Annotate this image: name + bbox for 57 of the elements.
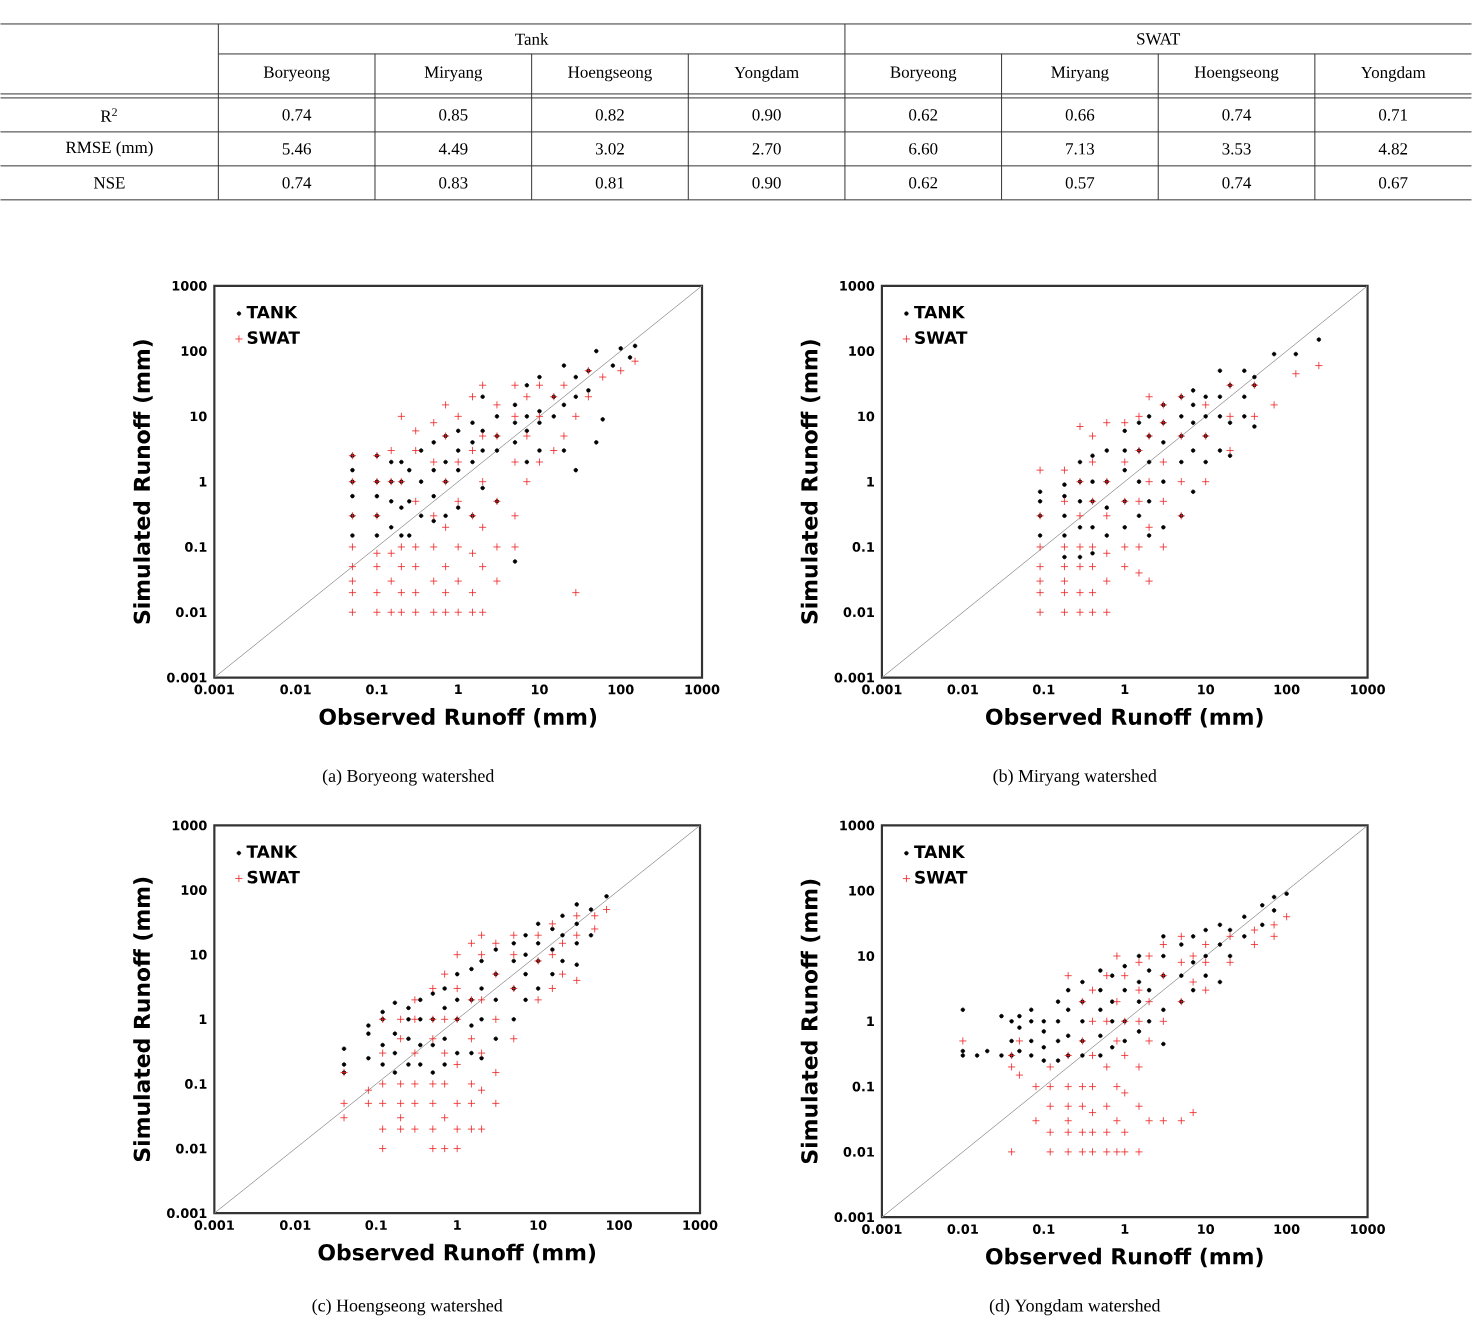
text: SWAT <box>1137 33 1181 46</box>
text: (a) Boryeong watershed <box>322 769 495 787</box>
category-label: Yongdam <box>1360 66 1426 83</box>
y-axis-title: Simulated Runoff (mm) <box>133 340 153 624</box>
y-axis-title: Simulated Runoff (mm) <box>800 880 821 1164</box>
x-axis-title: Observed Runoff (mm) <box>319 708 597 728</box>
category-label: Hoengseong <box>568 67 652 82</box>
legend-label: SWAT <box>915 871 968 885</box>
text: 3.53 <box>1222 143 1251 156</box>
legend-label: TANK <box>246 306 298 319</box>
legend-label: TANK <box>246 845 298 859</box>
text: 0.74 <box>1222 177 1252 190</box>
text: (d) Yongdam watershed <box>989 1299 1161 1316</box>
text: 0.82 <box>595 109 624 122</box>
category-label: Boryeong <box>890 67 957 82</box>
legend-label: TANK <box>914 845 966 859</box>
x-axis-title: Observed Runoff (mm) <box>318 1244 596 1264</box>
x-axis-title: Observed Runoff (mm) <box>986 708 1263 728</box>
y-axis-title: Simulated Runoff (mm) <box>133 878 153 1162</box>
category-label: Miryang <box>424 66 483 82</box>
category-label: Hoengseong <box>1194 67 1279 82</box>
text: Tank <box>515 33 549 46</box>
text: 4.82 <box>1378 143 1408 156</box>
text: 0.81 <box>595 177 624 190</box>
category-label: R$^{2}$ <box>100 108 117 123</box>
text: 0.74 <box>282 177 312 190</box>
legend-label: TANK <box>914 306 966 319</box>
text: (b) Miryang watershed <box>993 769 1157 787</box>
text: 0.90 <box>752 177 781 190</box>
legend-label: SWAT <box>247 871 300 884</box>
text: 0.67 <box>1379 177 1408 190</box>
text: 0.83 <box>439 177 468 190</box>
text: 0.66 <box>1065 109 1095 122</box>
text: 0.74 <box>282 109 312 122</box>
text: 0.62 <box>909 109 938 122</box>
category-label: NSE <box>93 177 125 189</box>
text: 3.02 <box>595 143 624 156</box>
text: 5.46 <box>282 143 311 156</box>
text: 0.71 <box>1379 109 1407 122</box>
text: 6.60 <box>909 143 938 156</box>
text: 4.49 <box>438 143 468 156</box>
text: 0.57 <box>1065 177 1095 190</box>
category-label: Boryeong <box>263 67 330 82</box>
text: 0.90 <box>752 109 781 122</box>
category-label: Miryang <box>1051 66 1109 82</box>
category-label: RMSE (mm) <box>65 141 153 157</box>
x-axis-title: Observed Runoff (mm) <box>986 1248 1263 1268</box>
legend-label: SWAT <box>915 331 968 345</box>
y-axis-title: Simulated Runoff (mm) <box>800 340 821 624</box>
text: 0.62 <box>909 177 938 190</box>
text: 0.74 <box>1222 109 1252 122</box>
text: 0.85 <box>439 109 468 122</box>
legend-label: SWAT <box>247 331 300 345</box>
text: 2.70 <box>752 143 781 156</box>
text: 7.13 <box>1066 143 1095 156</box>
category-label: Yongdam <box>734 66 799 83</box>
text: (c) Hoengseong watershed <box>312 1299 503 1316</box>
